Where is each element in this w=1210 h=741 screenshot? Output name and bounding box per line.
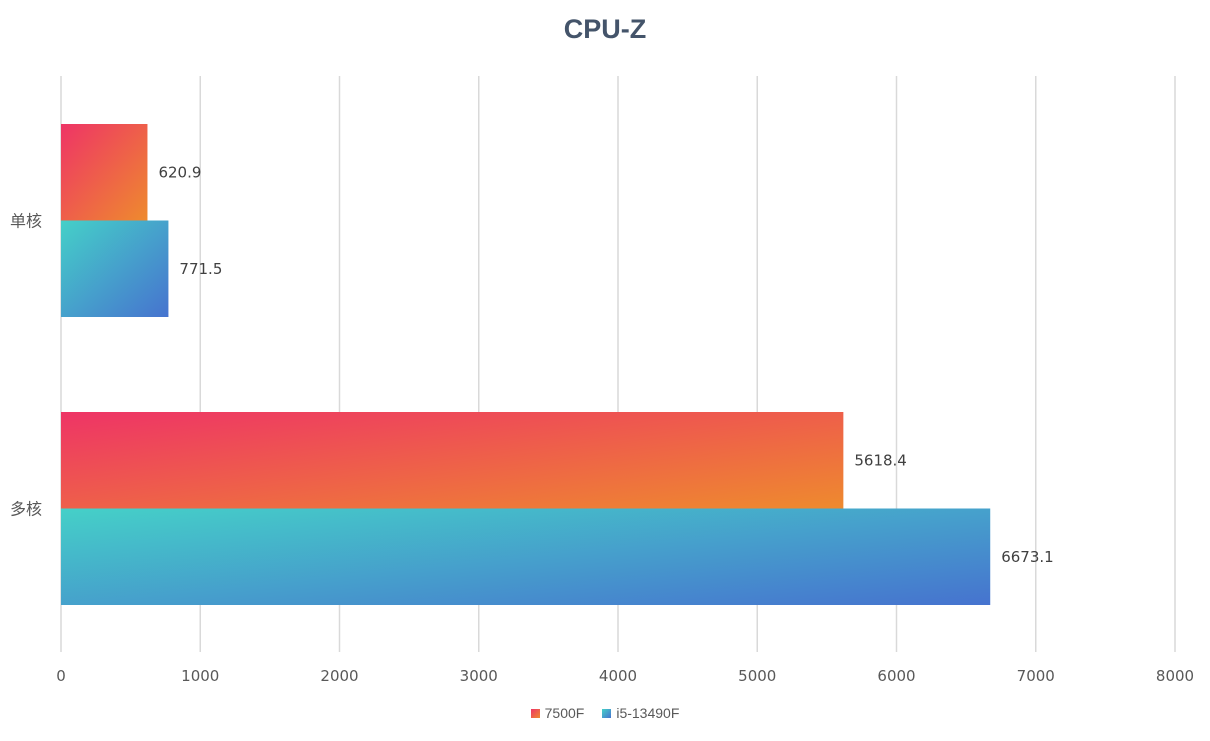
data-label-series-0-category-1: 5618.4 — [854, 451, 907, 469]
y-category-label-1: 多核 — [10, 500, 42, 519]
x-tick-label-3000: 3000 — [460, 667, 498, 685]
chart-title: CPU-Z — [563, 14, 647, 44]
legend-item-series-1: i5-13490F — [602, 705, 679, 721]
x-tick-label-2000: 2000 — [320, 667, 358, 685]
bar-series-0-category-1 — [61, 412, 844, 509]
data-label-series-0-category-0: 620.9 — [158, 163, 201, 181]
legend: 7500F i5-13490F — [0, 705, 1210, 721]
x-tick-label-1000: 1000 — [181, 667, 219, 685]
legend-item-series-0: 7500F — [530, 705, 585, 721]
x-tick-label-0: 0 — [56, 667, 66, 685]
bar-series-1-category-0 — [61, 220, 169, 317]
y-category-label-0: 单核 — [10, 212, 42, 231]
x-tick-label-5000: 5000 — [738, 667, 776, 685]
data-labels: 620.9 5618.4 771.5 6673.1 — [158, 163, 1053, 566]
x-tick-label-6000: 6000 — [877, 667, 915, 685]
data-label-series-1-category-1: 6673.1 — [1001, 548, 1054, 566]
legend-label-series-0: 7500F — [544, 705, 585, 721]
legend-swatch-series-0 — [530, 708, 540, 718]
legend-swatch-series-1 — [602, 708, 612, 718]
x-tick-label-4000: 4000 — [599, 667, 637, 685]
legend-label-series-1: i5-13490F — [616, 705, 680, 721]
x-tick-label-8000: 8000 — [1156, 667, 1194, 685]
bar-series-0-category-0 — [61, 124, 148, 221]
data-label-series-1-category-0: 771.5 — [179, 260, 222, 278]
bar-series-1-category-1 — [61, 508, 991, 605]
x-tick-label-7000: 7000 — [1017, 667, 1055, 685]
bars — [61, 124, 991, 605]
